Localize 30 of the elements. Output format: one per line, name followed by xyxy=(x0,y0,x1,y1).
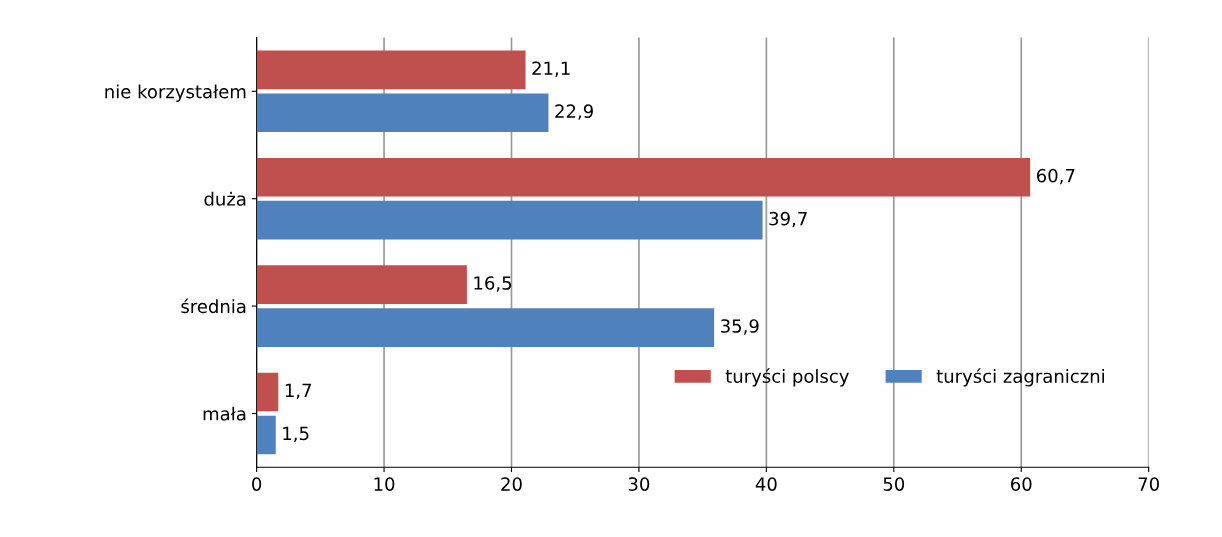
x-tick-label: 30 xyxy=(628,477,650,491)
y-tick-label: nie korzystałem xyxy=(105,84,246,102)
data-label: 22,9 xyxy=(555,104,593,120)
x-tick-label: 50 xyxy=(883,477,905,491)
y-tick-label: duża xyxy=(204,191,246,206)
bar xyxy=(256,415,276,455)
data-label: 35,9 xyxy=(721,319,759,335)
bar xyxy=(256,265,467,304)
data-label: 21,1 xyxy=(532,61,570,77)
bar xyxy=(256,50,526,90)
data-label: 39,7 xyxy=(769,211,807,228)
bar xyxy=(256,93,549,133)
y-tick-label: mała xyxy=(203,406,246,421)
x-tick-label: 60 xyxy=(1011,477,1032,491)
bar xyxy=(256,308,715,347)
bar xyxy=(256,200,763,240)
bar xyxy=(256,157,1031,197)
x-tick-label: 70 xyxy=(1138,477,1159,491)
y-tick-label: średnia xyxy=(181,298,246,314)
data-label: 60,7 xyxy=(1036,168,1075,185)
x-tick-label: 20 xyxy=(501,477,522,491)
legend-label: turyści polscy xyxy=(725,368,849,387)
bar xyxy=(256,372,279,412)
data-label: 1,7 xyxy=(285,383,312,400)
data-label: 1,5 xyxy=(283,426,309,443)
data-label: 16,5 xyxy=(474,276,512,292)
x-tick-label: 40 xyxy=(755,477,777,491)
legend-label: turyści zagraniczni xyxy=(936,368,1104,387)
x-tick-label: 10 xyxy=(374,477,395,491)
x-tick-label: 0 xyxy=(252,477,262,491)
